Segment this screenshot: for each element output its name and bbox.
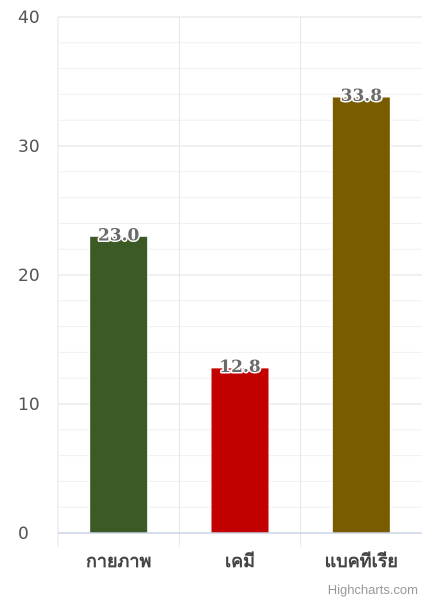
x-tick-label: เคมี — [225, 551, 255, 572]
data-label: 12.8 — [219, 357, 260, 377]
data-labels: 23.0 12.8 33.8 — [96, 84, 383, 378]
category-dividers — [57, 17, 302, 547]
bar[interactable] — [210, 367, 270, 534]
y-axis-tick-labels: 0 10 20 30 40 — [18, 8, 40, 544]
x-tick-label: กายภาพ — [86, 551, 151, 572]
y-tick-label: 10 — [18, 395, 40, 415]
bar[interactable] — [331, 96, 391, 534]
data-label: 33.8 — [341, 86, 382, 106]
x-axis-tick-labels: กายภาพ เคมี แบคทีเรีย — [86, 551, 398, 572]
y-tick-label: 30 — [18, 137, 40, 157]
bar[interactable] — [89, 235, 149, 534]
y-tick-label: 20 — [18, 266, 40, 286]
y-tick-label: 0 — [18, 524, 29, 544]
data-label: 23.0 — [98, 225, 140, 245]
credits-text[interactable]: Highcharts.com — [328, 582, 418, 597]
x-tick-label: แบคทีเรีย — [325, 551, 398, 572]
y-tick-label: 40 — [18, 8, 40, 28]
